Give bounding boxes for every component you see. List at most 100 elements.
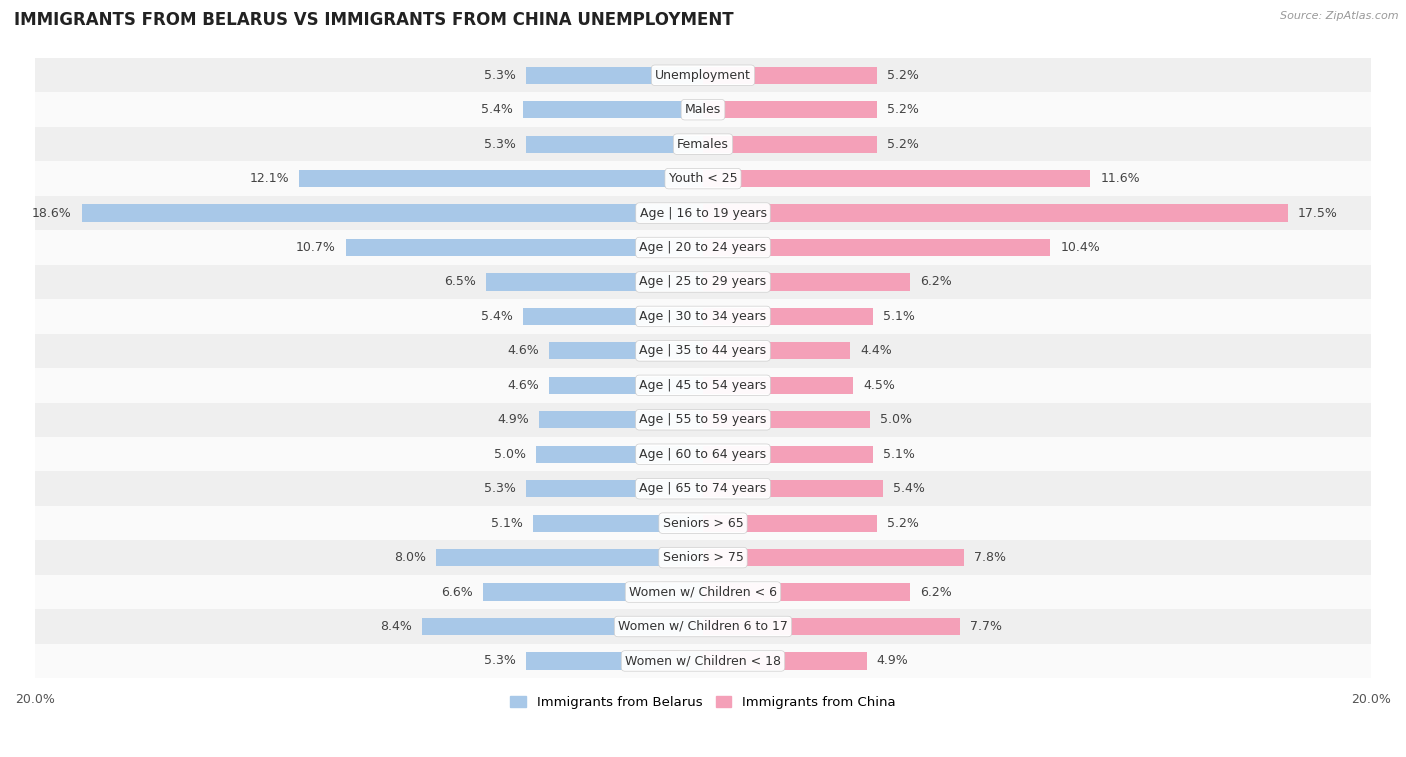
Text: 5.1%: 5.1% (491, 516, 523, 530)
Text: Seniors > 75: Seniors > 75 (662, 551, 744, 564)
Text: Age | 60 to 64 years: Age | 60 to 64 years (640, 447, 766, 461)
Bar (703, 377, 853, 394)
Bar (35, 196, 1371, 230)
Text: 17.5%: 17.5% (1298, 207, 1337, 220)
Bar (35, 92, 1371, 127)
Bar (35, 472, 1371, 506)
Text: 5.2%: 5.2% (887, 69, 918, 82)
Bar (35, 403, 1371, 437)
Text: 11.6%: 11.6% (1101, 172, 1140, 185)
Bar (703, 446, 873, 463)
Text: 5.0%: 5.0% (494, 447, 526, 461)
Bar (35, 506, 1371, 540)
Text: 5.4%: 5.4% (481, 103, 513, 116)
Text: 4.9%: 4.9% (498, 413, 529, 426)
Text: IMMIGRANTS FROM BELARUS VS IMMIGRANTS FROM CHINA UNEMPLOYMENT: IMMIGRANTS FROM BELARUS VS IMMIGRANTS FR… (14, 11, 734, 30)
Text: Age | 20 to 24 years: Age | 20 to 24 years (640, 241, 766, 254)
Text: 4.9%: 4.9% (877, 655, 908, 668)
Bar (35, 161, 1371, 196)
Bar (536, 446, 703, 463)
Text: 5.1%: 5.1% (883, 310, 915, 323)
Bar (703, 239, 1050, 256)
Bar (526, 480, 703, 497)
Text: 5.2%: 5.2% (887, 103, 918, 116)
Text: 4.6%: 4.6% (508, 344, 540, 357)
Bar (703, 273, 910, 291)
Text: 5.2%: 5.2% (887, 516, 918, 530)
Bar (703, 515, 877, 531)
Bar (550, 377, 703, 394)
Text: Age | 25 to 29 years: Age | 25 to 29 years (640, 276, 766, 288)
Bar (436, 549, 703, 566)
Text: Youth < 25: Youth < 25 (669, 172, 737, 185)
Bar (526, 67, 703, 84)
Text: Source: ZipAtlas.com: Source: ZipAtlas.com (1281, 11, 1399, 21)
Bar (703, 136, 877, 153)
Text: Age | 55 to 59 years: Age | 55 to 59 years (640, 413, 766, 426)
Text: 4.5%: 4.5% (863, 378, 896, 392)
Bar (703, 653, 866, 669)
Bar (35, 437, 1371, 472)
Text: 6.6%: 6.6% (440, 586, 472, 599)
Bar (703, 618, 960, 635)
Bar (533, 515, 703, 531)
Text: 7.8%: 7.8% (973, 551, 1005, 564)
Text: Unemployment: Unemployment (655, 69, 751, 82)
Bar (703, 101, 877, 118)
Text: 5.1%: 5.1% (883, 447, 915, 461)
Text: 8.4%: 8.4% (381, 620, 412, 633)
Bar (82, 204, 703, 222)
Bar (523, 101, 703, 118)
Bar (35, 299, 1371, 334)
Text: 6.5%: 6.5% (444, 276, 475, 288)
Text: Women w/ Children 6 to 17: Women w/ Children 6 to 17 (619, 620, 787, 633)
Text: 5.3%: 5.3% (484, 655, 516, 668)
Bar (35, 609, 1371, 643)
Bar (482, 584, 703, 600)
Text: Age | 16 to 19 years: Age | 16 to 19 years (640, 207, 766, 220)
Bar (703, 480, 883, 497)
Legend: Immigrants from Belarus, Immigrants from China: Immigrants from Belarus, Immigrants from… (505, 691, 901, 715)
Bar (703, 67, 877, 84)
Text: Females: Females (678, 138, 728, 151)
Text: 4.4%: 4.4% (860, 344, 891, 357)
Text: 4.6%: 4.6% (508, 378, 540, 392)
Text: 6.2%: 6.2% (920, 586, 952, 599)
Text: Age | 45 to 54 years: Age | 45 to 54 years (640, 378, 766, 392)
Bar (703, 342, 851, 360)
Text: Seniors > 65: Seniors > 65 (662, 516, 744, 530)
Text: 10.7%: 10.7% (295, 241, 336, 254)
Bar (35, 265, 1371, 299)
Bar (35, 58, 1371, 92)
Bar (346, 239, 703, 256)
Bar (703, 308, 873, 325)
Text: 6.2%: 6.2% (920, 276, 952, 288)
Bar (35, 368, 1371, 403)
Text: 5.3%: 5.3% (484, 138, 516, 151)
Bar (523, 308, 703, 325)
Text: 18.6%: 18.6% (32, 207, 72, 220)
Bar (703, 411, 870, 428)
Bar (703, 170, 1091, 187)
Bar (35, 334, 1371, 368)
Bar (35, 230, 1371, 265)
Bar (422, 618, 703, 635)
Text: Women w/ Children < 6: Women w/ Children < 6 (628, 586, 778, 599)
Bar (35, 643, 1371, 678)
Text: 8.0%: 8.0% (394, 551, 426, 564)
Text: 5.0%: 5.0% (880, 413, 912, 426)
Text: Women w/ Children < 18: Women w/ Children < 18 (626, 655, 780, 668)
Text: 5.3%: 5.3% (484, 482, 516, 495)
Bar (703, 204, 1288, 222)
Bar (703, 549, 963, 566)
Text: 5.4%: 5.4% (481, 310, 513, 323)
Bar (35, 540, 1371, 575)
Bar (526, 653, 703, 669)
Bar (486, 273, 703, 291)
Bar (35, 127, 1371, 161)
Text: Males: Males (685, 103, 721, 116)
Bar (35, 575, 1371, 609)
Text: Age | 30 to 34 years: Age | 30 to 34 years (640, 310, 766, 323)
Text: 10.4%: 10.4% (1060, 241, 1099, 254)
Bar (299, 170, 703, 187)
